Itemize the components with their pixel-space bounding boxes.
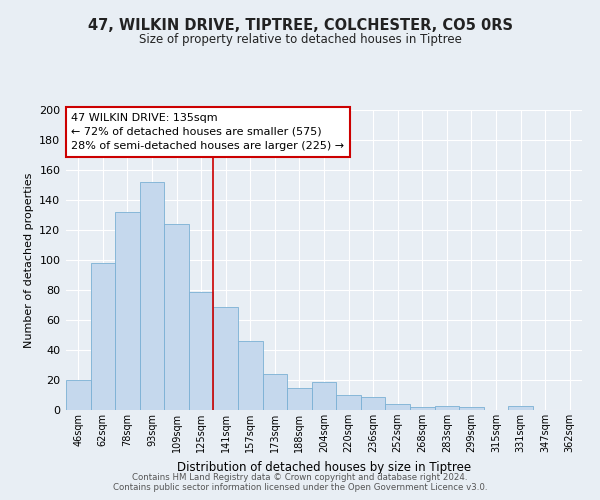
Bar (459, 407, 484, 410)
X-axis label: Distribution of detached houses by size in Tiptree: Distribution of detached houses by size … (177, 460, 471, 473)
Text: Contains HM Land Registry data © Crown copyright and database right 2024.: Contains HM Land Registry data © Crown c… (132, 474, 468, 482)
Bar (189, 292, 214, 410)
Bar (214, 306, 238, 410)
Bar (361, 396, 385, 410)
Bar (410, 407, 434, 410)
Bar (164, 224, 189, 410)
Bar (238, 341, 263, 410)
Y-axis label: Number of detached properties: Number of detached properties (24, 172, 34, 348)
Bar (66, 380, 91, 410)
Bar (287, 388, 312, 410)
Text: Contains public sector information licensed under the Open Government Licence v3: Contains public sector information licen… (113, 484, 487, 492)
Text: Size of property relative to detached houses in Tiptree: Size of property relative to detached ho… (139, 32, 461, 46)
Bar (115, 212, 140, 410)
Bar (312, 382, 336, 410)
Bar (336, 395, 361, 410)
Bar (385, 404, 410, 410)
Bar (434, 406, 459, 410)
Text: 47, WILKIN DRIVE, TIPTREE, COLCHESTER, CO5 0RS: 47, WILKIN DRIVE, TIPTREE, COLCHESTER, C… (88, 18, 512, 32)
Bar (140, 182, 164, 410)
Bar (263, 374, 287, 410)
Text: 47 WILKIN DRIVE: 135sqm
← 72% of detached houses are smaller (575)
28% of semi-d: 47 WILKIN DRIVE: 135sqm ← 72% of detache… (71, 113, 344, 151)
Bar (508, 406, 533, 410)
Bar (91, 263, 115, 410)
